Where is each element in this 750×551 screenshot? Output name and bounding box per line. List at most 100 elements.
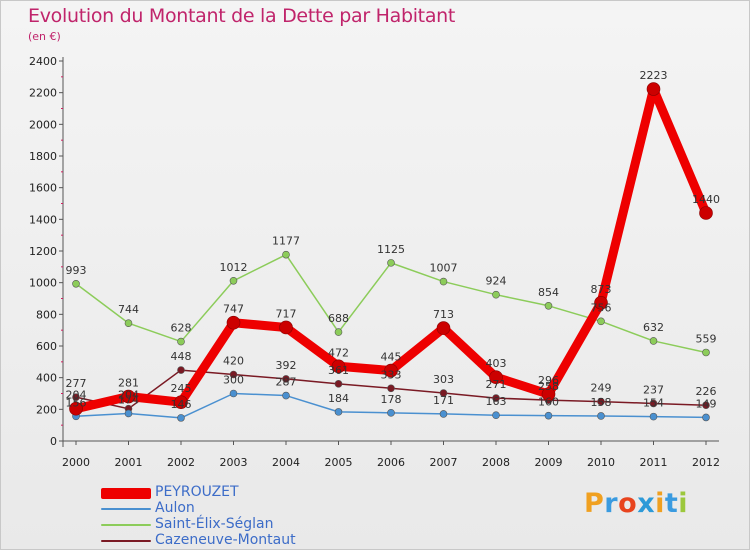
data-label: 1012 xyxy=(220,261,248,274)
y-tick-label: 1400 xyxy=(29,213,57,226)
x-tick-label: 2010 xyxy=(587,456,615,469)
y-tick-label: 2200 xyxy=(29,87,57,100)
data-point xyxy=(72,279,80,288)
data-point xyxy=(72,393,80,401)
data-point xyxy=(124,319,133,328)
data-point xyxy=(177,414,185,422)
data-point xyxy=(492,411,500,419)
logo-letter: x xyxy=(637,488,656,519)
data-label: 445 xyxy=(381,351,402,364)
data-label: 160 xyxy=(538,396,559,409)
data-point xyxy=(702,401,710,410)
data-label: 1125 xyxy=(377,243,405,256)
legend-label: Cazeneuve-Montaut xyxy=(155,532,296,548)
data-point xyxy=(702,413,710,422)
data-label: 287 xyxy=(276,376,297,389)
data-point xyxy=(541,387,556,401)
data-point xyxy=(334,328,343,336)
data-label: 174 xyxy=(118,393,139,406)
data-point xyxy=(282,250,290,259)
legend-label: Aulon xyxy=(155,500,195,516)
data-label: 854 xyxy=(538,286,559,299)
data-point xyxy=(649,337,658,345)
x-tick-label: 2011 xyxy=(640,456,668,469)
x-tick-label: 2012 xyxy=(692,456,720,469)
y-tick-label: 800 xyxy=(36,308,57,321)
data-label: 873 xyxy=(591,283,612,296)
logo-letter: r xyxy=(604,488,619,519)
data-point xyxy=(492,394,500,402)
data-label: 2223 xyxy=(640,69,668,82)
data-label: 258 xyxy=(538,380,559,393)
data-point xyxy=(597,397,605,406)
data-label: 226 xyxy=(696,385,717,398)
y-tick-label: 2000 xyxy=(29,118,57,131)
data-point xyxy=(226,315,241,330)
legend-swatch xyxy=(101,540,151,542)
data-point xyxy=(69,401,83,416)
data-point xyxy=(544,301,553,310)
data-point xyxy=(229,370,238,379)
data-label: 249 xyxy=(591,382,612,395)
data-label: 237 xyxy=(643,383,664,396)
data-point xyxy=(282,391,290,400)
data-point xyxy=(331,359,346,374)
data-point xyxy=(387,259,395,267)
data-point xyxy=(594,295,608,310)
data-point xyxy=(334,408,343,416)
y-tick-label: 1600 xyxy=(29,182,57,195)
x-tick-label: 2008 xyxy=(482,456,510,469)
data-point xyxy=(439,277,448,286)
legend-swatch xyxy=(101,524,151,526)
data-label: 744 xyxy=(118,303,139,316)
data-point xyxy=(387,409,395,417)
data-label: 271 xyxy=(486,378,507,391)
data-label: 296 xyxy=(538,374,559,387)
data-label: 993 xyxy=(66,264,87,277)
data-point xyxy=(646,82,661,96)
data-label: 158 xyxy=(591,396,612,409)
data-label: 713 xyxy=(433,308,454,321)
data-point xyxy=(649,399,658,408)
data-point xyxy=(544,411,553,420)
data-point xyxy=(121,389,136,404)
data-point xyxy=(387,384,395,393)
data-label: 163 xyxy=(486,395,507,408)
data-point xyxy=(279,320,293,335)
legend-swatch xyxy=(101,488,151,499)
x-tick-label: 2003 xyxy=(220,456,248,469)
x-tick-label: 2001 xyxy=(115,456,143,469)
y-tick-label: 200 xyxy=(36,403,57,416)
data-label: 156 xyxy=(66,396,87,409)
logo-letter: o xyxy=(618,488,638,519)
chart-unit-label: (en €) xyxy=(28,30,61,43)
data-point xyxy=(439,389,448,397)
data-point xyxy=(439,410,448,418)
data-label: 448 xyxy=(171,350,192,363)
x-tick-label: 2000 xyxy=(62,456,90,469)
data-point xyxy=(597,412,605,420)
legend-swatch xyxy=(101,508,151,510)
data-point xyxy=(702,348,710,357)
data-point xyxy=(649,412,658,421)
y-tick-label: 1000 xyxy=(29,277,57,290)
data-label: 149 xyxy=(696,397,717,410)
data-label: 1177 xyxy=(272,235,300,248)
data-point xyxy=(282,375,290,383)
data-label: 204 xyxy=(118,389,139,402)
y-tick-label: 0 xyxy=(50,435,57,448)
data-point xyxy=(177,366,185,374)
data-label: 281 xyxy=(118,377,139,390)
data-label: 245 xyxy=(171,382,192,395)
data-label: 688 xyxy=(328,312,349,325)
data-label: 628 xyxy=(171,322,192,335)
data-label: 1007 xyxy=(430,262,458,275)
x-tick-label: 2007 xyxy=(430,456,458,469)
proxiti-logo: Proxiti xyxy=(584,488,688,519)
data-label: 420 xyxy=(223,355,244,368)
y-tick-label: 1200 xyxy=(29,245,57,258)
y-tick-label: 1800 xyxy=(29,150,57,163)
data-label: 171 xyxy=(433,394,454,407)
data-label: 924 xyxy=(486,275,507,288)
